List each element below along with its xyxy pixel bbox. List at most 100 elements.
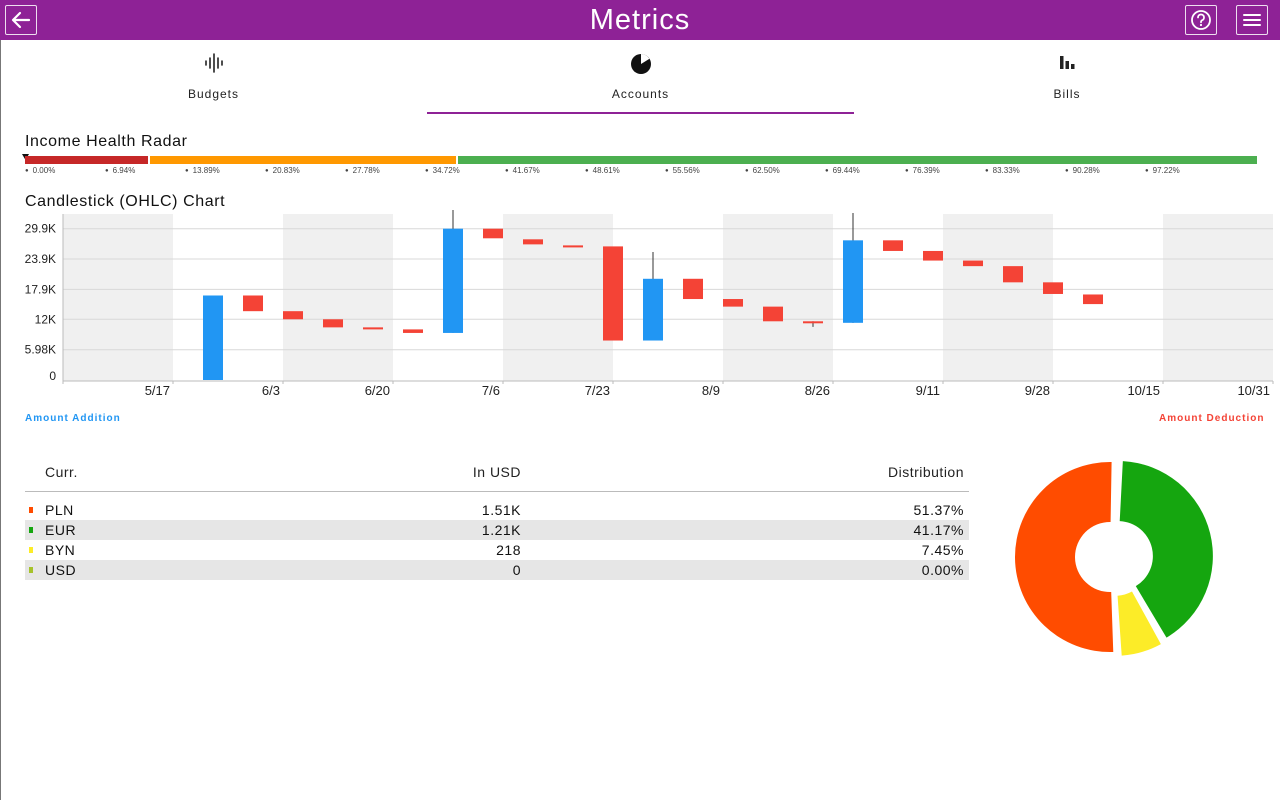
- row-currency: PLN: [45, 502, 74, 518]
- distribution-donut-chart: [1014, 461, 1213, 656]
- legend-amount-deduction: Amount Deduction: [1159, 413, 1265, 424]
- header-distribution: Distribution: [887, 464, 964, 480]
- row-distribution: 7.45%: [921, 542, 964, 558]
- x-tick-label: 8/9: [702, 383, 720, 398]
- tab-budgets[interactable]: Budgets: [0, 40, 427, 114]
- candle-body: [963, 260, 983, 267]
- pie-icon: [630, 54, 651, 74]
- chart-band: [943, 214, 1053, 381]
- candle-body: [883, 240, 903, 251]
- waveform-icon: [204, 53, 223, 73]
- y-tick-label: 17.9K: [25, 282, 56, 296]
- hamburger-menu-icon: [1243, 14, 1261, 26]
- candle-body: [363, 327, 383, 330]
- candle-body: [1083, 294, 1103, 305]
- candle-body: [603, 246, 623, 341]
- candle-body: [283, 311, 303, 320]
- tab-budgets-label: Budgets: [187, 87, 240, 101]
- candle-body: [243, 295, 263, 312]
- row-in-usd: 218: [496, 542, 521, 558]
- x-tick-label: 10/15: [1127, 383, 1160, 398]
- currency-swatch: [29, 527, 33, 533]
- candle-body: [923, 250, 943, 261]
- back-button[interactable]: [5, 5, 37, 35]
- candlestick-chart: 0 5.98K 12K 17.9K 23.9K 29.9K 5/17 6/3 6/20 7/6 7/…: [25, 210, 1274, 398]
- x-tick-label: 8/26: [805, 383, 830, 398]
- radar-tick-label: 48.61%: [585, 166, 620, 175]
- tab-accounts[interactable]: Accounts: [427, 40, 854, 114]
- table-row[interactable]: USD 0 0.00%: [25, 560, 969, 580]
- left-border: [0, 40, 1, 800]
- donut-slice: [1117, 591, 1161, 656]
- radar-tick-label: 90.28%: [1065, 166, 1100, 175]
- candle-body: [523, 239, 543, 245]
- x-tick-label: 9/28: [1025, 383, 1050, 398]
- candle-body: [723, 299, 743, 307]
- row-currency: USD: [45, 562, 77, 578]
- chart-band: [503, 214, 613, 381]
- radar-tick-label: 69.44%: [825, 166, 860, 175]
- radar-tick-label: 0.00%: [25, 166, 56, 175]
- table-row[interactable]: EUR 1.21K 41.17%: [25, 520, 969, 540]
- header-in-usd: In USD: [472, 464, 521, 480]
- y-tick-label: 12K: [35, 312, 56, 326]
- row-currency: EUR: [45, 522, 77, 538]
- currency-swatch: [29, 567, 33, 573]
- candle-body: [1043, 282, 1063, 294]
- y-tick-label: 0: [49, 369, 56, 383]
- candle-body: [323, 319, 343, 328]
- donut-slice: [1014, 462, 1114, 653]
- radar-segment-mid: [150, 156, 456, 164]
- x-tick-label: 5/17: [145, 383, 170, 398]
- candle-body: [483, 228, 503, 239]
- radar-tick-label: 27.78%: [345, 166, 380, 175]
- y-tick-label: 29.9K: [25, 222, 56, 236]
- question-circle-icon: [1191, 10, 1211, 30]
- row-currency: BYN: [45, 542, 76, 558]
- candle-body: [843, 240, 863, 323]
- row-distribution: 0.00%: [921, 562, 964, 578]
- candle-body: [803, 321, 823, 324]
- currency-swatch: [29, 547, 33, 553]
- row-in-usd: 0: [512, 562, 521, 578]
- row-in-usd: 1.51K: [481, 502, 521, 518]
- y-tick-label: 23.9K: [25, 252, 56, 266]
- candle-body: [563, 245, 583, 248]
- tab-bills[interactable]: Bills: [854, 40, 1280, 114]
- x-tick-label: 10/31: [1237, 383, 1270, 398]
- candle-body: [203, 295, 223, 380]
- radar-segment-high: [458, 156, 1257, 164]
- tab-bills-label: Bills: [1053, 87, 1081, 101]
- currency-swatch: [29, 507, 33, 513]
- page-title: Metrics: [589, 4, 691, 36]
- menu-button[interactable]: [1236, 5, 1268, 35]
- radar-tick-label: 34.72%: [425, 166, 460, 175]
- chart-band: [283, 214, 393, 381]
- tab-accounts-label: Accounts: [611, 87, 670, 101]
- bar-chart-icon: [1060, 56, 1075, 69]
- chart-band: [1163, 214, 1273, 381]
- donut-slice: [1119, 461, 1213, 638]
- table-row[interactable]: PLN 1.51K 51.37%: [25, 500, 969, 520]
- candle-body: [643, 278, 663, 341]
- candlestick-title: Candlestick (OHLC) Chart: [25, 193, 226, 210]
- help-button[interactable]: [1185, 5, 1217, 35]
- radar-tick-label: 13.89%: [185, 166, 220, 175]
- x-tick-label: 6/3: [262, 383, 280, 398]
- legend-amount-addition: Amount Addition: [25, 413, 121, 424]
- chart-band: [723, 214, 833, 381]
- chart-band: [63, 214, 173, 381]
- x-tick-label: 7/6: [482, 383, 500, 398]
- radar-segment-low: [25, 156, 148, 164]
- table-row[interactable]: BYN 218 7.45%: [25, 540, 969, 560]
- row-in-usd: 1.21K: [481, 522, 521, 538]
- candle-body: [763, 306, 783, 322]
- header-currency: Curr.: [45, 464, 78, 480]
- candle-body: [403, 329, 423, 333]
- radar-tick-label: 41.67%: [505, 166, 540, 175]
- radar-tick-label: 20.83%: [265, 166, 300, 175]
- x-tick-label: 9/11: [916, 383, 940, 398]
- app-bar: Metrics: [0, 0, 1280, 40]
- arrow-left-icon: [11, 11, 31, 29]
- x-tick-label: 6/20: [365, 383, 390, 398]
